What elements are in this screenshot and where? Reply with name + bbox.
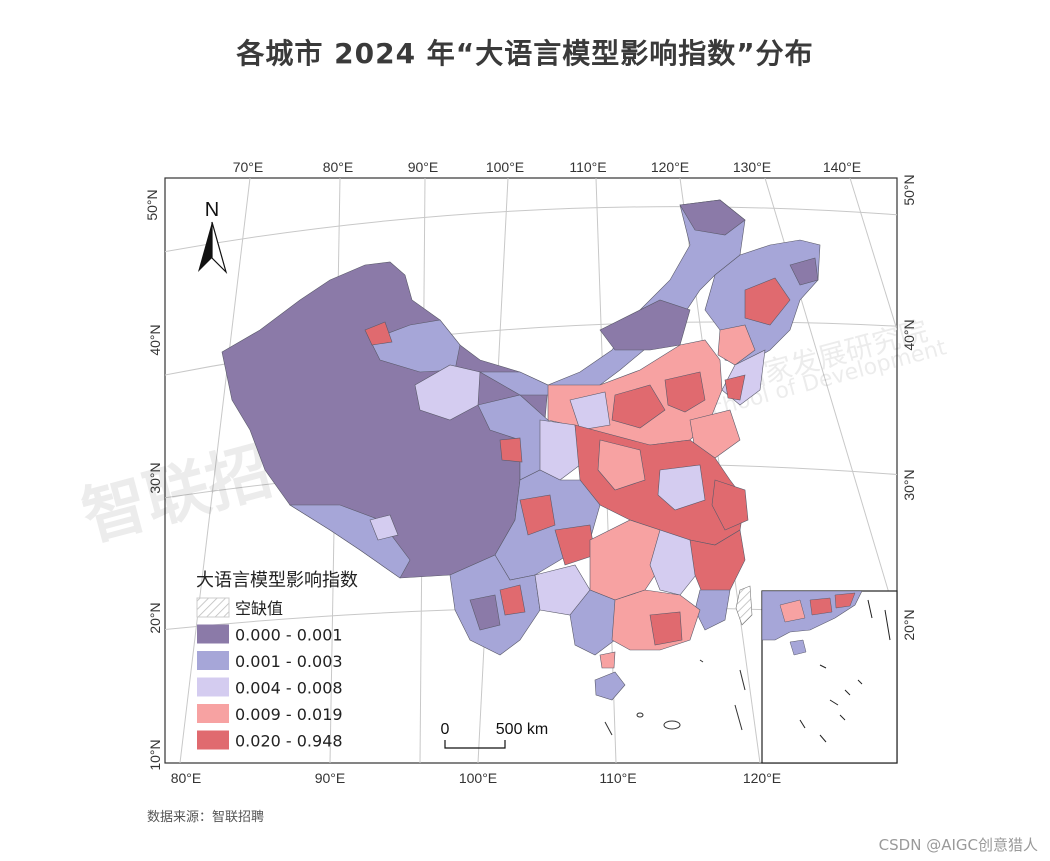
tick-left-50: 50°N [144,189,160,220]
credit: CSDN @AIGC创意猎人 [878,836,1038,854]
top-longitude-labels: 70°E 80°E 90°E 100°E 110°E 120°E 130°E 1… [233,159,861,175]
scale-zero: 0 [441,721,450,738]
region-zhejiang [689,529,746,601]
left-latitude-labels: 50°N 40°N 30°N 20°N 10°N [144,189,163,770]
tick-left-40: 40°N [147,324,163,355]
legend-label: 0.001 - 0.003 [235,652,343,671]
source-note: 数据来源：智联招聘 [147,810,265,825]
north-arrow-label: N [205,199,219,221]
tick-bottom-80: 80°E [171,770,202,786]
region-chengdu [519,494,556,536]
legend-label: 空缺值 [235,599,283,618]
legend: 大语言模型影响指数 空缺值 0.000 - 0.001 0.001 - 0.003 0… [196,570,358,751]
islands-lines [604,659,746,736]
inset-content [762,591,891,743]
region-tianjin [664,371,706,413]
tick-right-20: 20°N [901,609,917,640]
region-kunming [499,584,526,616]
region-anhui [657,464,706,511]
region-north-xinjiang [369,319,461,373]
tick-bottom-90: 90°E [315,770,346,786]
tick-right-50: 50°N [901,174,917,205]
region-shenzhen-guangzhou [649,611,683,646]
region-changchun [717,324,756,366]
legend-label: 0.004 - 0.008 [235,679,343,698]
tick-top-110: 110°E [569,159,606,175]
region-yunnan-sw [469,594,501,631]
north-arrow-left [198,222,212,272]
north-arrow-right [211,221,228,275]
tick-top-80: 80°E [323,159,354,175]
legend-swatch [197,624,229,644]
tick-left-30: 30°N [147,462,163,493]
tick-left-10: 10°N [147,739,163,770]
north-arrow: N [198,199,228,275]
tick-bottom-120: 120°E [743,770,781,786]
right-latitude-labels: 50°N 40°N 30°N 20°N [901,174,917,640]
legend-swatch [197,677,229,697]
tick-right-30: 30°N [901,469,917,500]
region-shanghai-jiangsu [711,479,749,531]
tick-top-90: 90°E [408,159,439,175]
legend-label: 0.009 - 0.019 [235,705,343,724]
tick-bottom-100: 100°E [459,770,497,786]
legend-label: 0.020 - 0.948 [235,732,343,751]
bottom-longitude-labels: 80°E 90°E 100°E 110°E 120°E [171,770,781,786]
region-beijing-area [611,384,666,429]
tick-top-130: 130°E [733,159,771,175]
region-ningxia [539,419,581,481]
region-lanzhou [499,437,523,463]
legend-swatch [197,730,229,750]
tick-bottom-110: 110°E [599,770,636,786]
scale-distance: 500 km [496,721,548,738]
china-regions [221,199,821,701]
tick-top-100: 100°E [486,159,524,175]
region-north-tip [679,199,746,236]
region-shenyang [724,374,746,401]
legend-title: 大语言模型影响指数 [196,570,358,591]
region-shanxi [569,391,611,431]
scale-bar: 0 500 km [441,721,548,749]
region-taiwan [735,585,753,626]
legend-swatch [196,597,230,618]
tick-top-120: 120°E [651,159,689,175]
legend-label: 0.000 - 0.001 [235,626,343,645]
tick-top-140: 140°E [823,159,861,175]
region-hainan [594,671,626,701]
region-urumqi [364,321,393,346]
region-lhasa [369,514,399,541]
map-title: 各城市 2024 年“大语言模型影响指数”分布 [236,37,814,70]
region-henan [597,439,646,491]
tick-left-20: 20°N [147,602,163,633]
legend-swatch [197,704,229,723]
tick-right-40: 40°N [901,319,917,350]
legend-swatch [197,651,229,670]
region-leizhou [599,651,616,669]
tick-top-70: 70°E [233,159,264,175]
region-harbin [744,277,791,326]
region-ne-tip [789,257,819,286]
